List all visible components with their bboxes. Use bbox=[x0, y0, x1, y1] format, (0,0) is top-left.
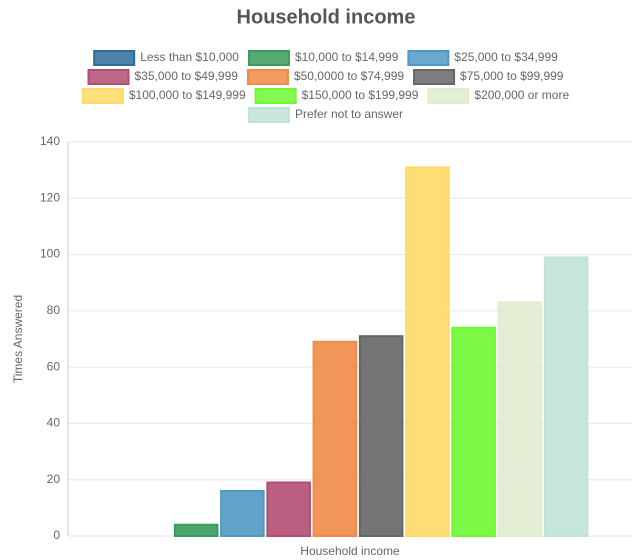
y-tick-label: 20 bbox=[47, 472, 61, 486]
bar bbox=[451, 326, 496, 537]
bar bbox=[173, 523, 219, 538]
bar bbox=[497, 301, 543, 537]
legend-label: Less than $10,000 bbox=[140, 50, 239, 64]
y-tick-label: 120 bbox=[40, 190, 60, 204]
legend-label: Prefer not to answer bbox=[295, 107, 403, 121]
bar bbox=[266, 481, 311, 537]
legend-swatch bbox=[246, 69, 289, 85]
legend-label: $50,0000 to $74,999 bbox=[294, 69, 404, 83]
bar bbox=[405, 166, 450, 537]
legend-swatch bbox=[254, 88, 297, 104]
y-tick-label: 40 bbox=[47, 416, 61, 430]
legend-label: $10,000 to $14,999 bbox=[295, 50, 399, 64]
legend-swatch bbox=[247, 50, 290, 66]
chart-title: Household income bbox=[237, 6, 416, 28]
y-tick-label: 80 bbox=[47, 303, 61, 317]
legend-swatch bbox=[81, 88, 124, 104]
bar bbox=[543, 256, 589, 537]
bar bbox=[358, 335, 404, 537]
bar bbox=[220, 489, 265, 538]
legend-label: $150,000 to $199,999 bbox=[302, 88, 419, 102]
y-tick-label: 140 bbox=[40, 134, 60, 148]
y-tick-label: 0 bbox=[53, 528, 60, 542]
legend-label: $200,000 or more bbox=[474, 88, 569, 102]
legend-label: $75,000 to $99,999 bbox=[460, 69, 564, 83]
legend-swatch bbox=[247, 107, 290, 123]
legend-label: $35,000 to $49,999 bbox=[135, 69, 239, 83]
y-tick-label: 100 bbox=[40, 247, 60, 261]
x-tick-label: Household income bbox=[300, 544, 400, 558]
legend-label: $100,000 to $149,999 bbox=[129, 88, 246, 102]
legend-label: $25,000 to $34,999 bbox=[454, 50, 558, 64]
legend-swatch bbox=[413, 69, 456, 85]
bar bbox=[312, 340, 358, 538]
y-axis-title: Times Answered bbox=[11, 295, 25, 383]
legend-swatch bbox=[427, 88, 470, 104]
legend-swatch bbox=[407, 50, 450, 66]
legend-swatch bbox=[87, 69, 130, 85]
legend-swatch bbox=[93, 50, 136, 66]
y-tick-label: 60 bbox=[47, 359, 61, 373]
